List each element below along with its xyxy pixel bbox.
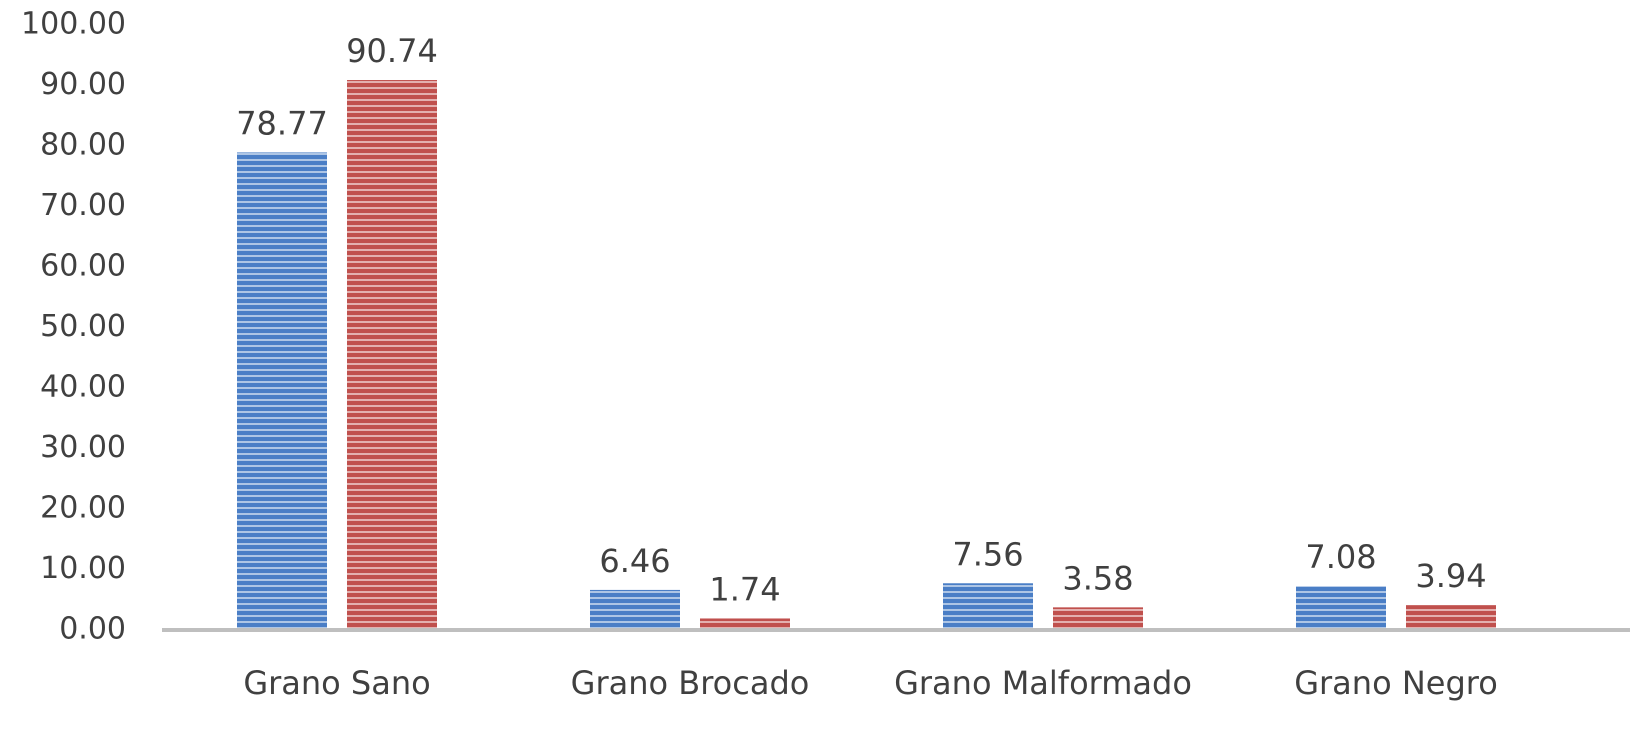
bar-series-2-grano-negro bbox=[1406, 605, 1496, 629]
bar-series-1-grano-brocado bbox=[590, 589, 680, 629]
bar-series-2-grano-sano bbox=[347, 80, 437, 629]
y-axis-tick-labels: 0.00 10.00 20.00 30.00 40.00 50.00 60.00 70.00 8… bbox=[21, 7, 126, 647]
data-label: 78.77 bbox=[236, 104, 328, 142]
x-axis-category-labels: Grano Sano Grano Brocado Grano Malformado G… bbox=[243, 664, 1497, 702]
bar-series-2-grano-brocado bbox=[700, 618, 790, 629]
bar-series-1-grano-negro bbox=[1296, 586, 1386, 629]
y-tick-label: 20.00 bbox=[40, 491, 126, 526]
x-category-label: Grano Sano bbox=[243, 664, 430, 702]
y-tick-label: 10.00 bbox=[40, 551, 126, 586]
bar-series-1-grano-sano bbox=[237, 152, 327, 629]
x-category-label: Grano Malformado bbox=[894, 664, 1192, 702]
x-category-label: Grano Negro bbox=[1294, 664, 1498, 702]
bar-series-1-grano-malformado bbox=[943, 583, 1033, 629]
data-label: 1.74 bbox=[709, 570, 780, 608]
bar-series-2-grano-malformado bbox=[1053, 607, 1143, 629]
data-label: 90.74 bbox=[346, 32, 438, 70]
y-tick-label: 0.00 bbox=[59, 612, 126, 647]
data-label: 6.46 bbox=[599, 542, 670, 580]
x-category-label: Grano Brocado bbox=[571, 664, 810, 702]
data-label: 3.94 bbox=[1415, 557, 1486, 595]
y-tick-label: 40.00 bbox=[40, 370, 126, 405]
data-label: 7.08 bbox=[1305, 538, 1376, 576]
bars-group bbox=[237, 80, 1496, 629]
y-tick-label: 100.00 bbox=[21, 7, 126, 42]
y-tick-label: 70.00 bbox=[40, 188, 126, 223]
data-label: 3.58 bbox=[1062, 559, 1133, 597]
y-tick-label: 50.00 bbox=[40, 309, 126, 344]
data-labels-group: 78.77 90.74 6.46 1.74 7.56 3.58 7.08 3.94 bbox=[236, 32, 1486, 608]
y-tick-label: 60.00 bbox=[40, 249, 126, 284]
y-tick-label: 90.00 bbox=[40, 67, 126, 102]
data-label: 7.56 bbox=[952, 535, 1023, 573]
y-tick-label: 80.00 bbox=[40, 128, 126, 163]
y-tick-label: 30.00 bbox=[40, 430, 126, 465]
